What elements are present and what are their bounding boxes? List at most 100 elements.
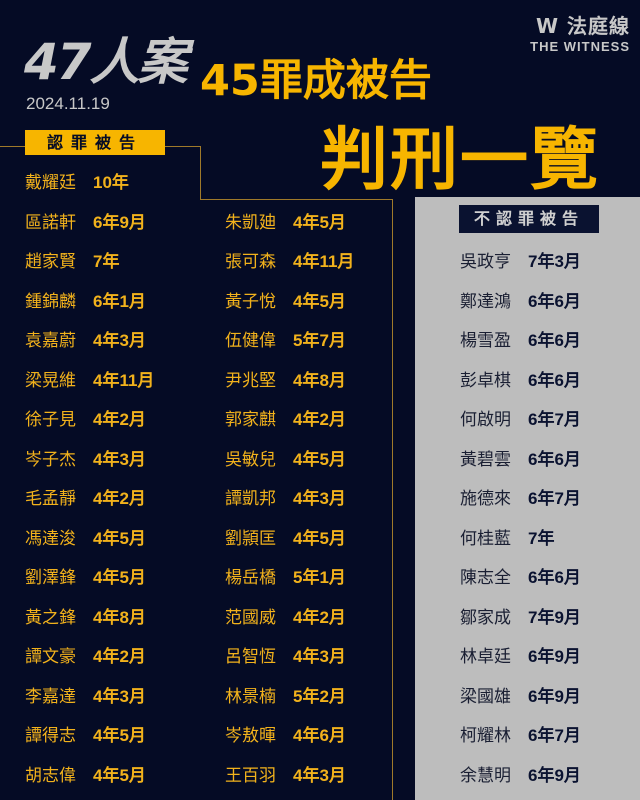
defendant-name: 王百羽 (225, 765, 276, 786)
sentence: 6年9月 (528, 765, 581, 785)
defendant-name: 譚文豪 (25, 647, 76, 667)
defendant-row: 梁國雄 6年9月 (460, 685, 581, 709)
sentence: 4年11月 (293, 252, 355, 271)
defendant-name: 彭卓棋 (460, 370, 511, 391)
sentence: 4年2月 (293, 410, 346, 429)
defendant-name: 黃碧雲 (460, 449, 511, 470)
defendant-name: 吳敏兒 (225, 449, 276, 470)
sentence: 4年11月 (93, 370, 155, 390)
defendant-name: 梁國雄 (460, 686, 511, 707)
defendant-name: 呂智恆 (225, 647, 276, 667)
defendant-name: 林卓廷 (460, 647, 511, 667)
defendant-row: 譚凱邦 4年3月 (225, 487, 346, 511)
defendant-name: 譚凱邦 (225, 489, 276, 509)
sentence: 6年6月 (528, 370, 581, 390)
defendant-row: 黃之鋒 4年8月 (25, 606, 146, 630)
defendant-row: 岑子杰 4年3月 (25, 448, 146, 472)
defendant-row: 余慧明 6年9月 (460, 764, 581, 788)
defendant-row: 徐子見 4年2月 (25, 408, 146, 432)
defendant-name: 朱凱廸 (225, 212, 276, 233)
defendant-row: 劉澤鋒 4年5月 (25, 566, 146, 590)
defendant-name: 柯耀林 (460, 726, 511, 746)
defendant-row: 譚文豪 4年2月 (25, 645, 146, 669)
defendant-name: 伍健偉 (225, 331, 276, 351)
sentence: 4年8月 (93, 607, 146, 627)
date: 2024.11.19 (26, 94, 110, 113)
defendant-row: 李嘉達 4年3月 (25, 685, 146, 709)
defendant-name: 尹兆堅 (225, 370, 276, 391)
logo-cn: W 法庭線 (535, 14, 630, 38)
defendant-name: 劉澤鋒 (25, 568, 76, 588)
defendant-row: 鍾錦麟 6年1月 (25, 290, 146, 314)
defendant-row: 馮達浚 4年5月 (25, 527, 146, 551)
defendant-name: 李嘉達 (25, 686, 76, 707)
defendant-row: 何桂藍 7年 (460, 527, 554, 551)
defendant-name: 郭家麒 (225, 410, 276, 430)
defendant-name: 徐子見 (25, 410, 76, 430)
sentence: 7年 (93, 252, 120, 271)
defendant-row: 尹兆堅 4年8月 (225, 369, 346, 393)
defendant-row: 王百羽 4年3月 (225, 764, 346, 788)
defendant-row: 柯耀林 6年7月 (460, 724, 581, 748)
sentence: 4年2月 (93, 647, 146, 666)
sentence: 4年3月 (93, 331, 146, 350)
defendant-name: 楊雪盈 (460, 331, 511, 351)
sentence: 4年5月 (93, 568, 146, 587)
defendant-name: 袁嘉蔚 (25, 331, 76, 351)
sentence: 4年5月 (293, 212, 346, 232)
defendant-name: 黃之鋒 (25, 607, 76, 628)
defendant-row: 鄒家成 7年9月 (460, 606, 581, 630)
logo: W 法庭線 THE WITNESS (530, 10, 630, 54)
defendant-name: 林景楠 (225, 686, 276, 707)
not-guilty-label: 不認罪被告 (459, 205, 599, 233)
case-title: 47人案 (24, 33, 188, 91)
defendant-row: 吳政亨 7年3月 (460, 250, 581, 274)
sentence: 4年5月 (293, 449, 346, 469)
defendant-name: 范國威 (225, 607, 276, 628)
not-guilty-panel (415, 197, 640, 800)
sentence: 4年5月 (293, 291, 346, 311)
sentence: 4年5月 (93, 765, 146, 785)
defendant-name: 劉頴匡 (225, 528, 276, 549)
defendant-row: 朱凱廸 4年5月 (225, 211, 346, 235)
defendant-row: 區諾軒 6年9月 (25, 211, 146, 235)
defendant-row: 胡志偉 4年5月 (25, 764, 146, 788)
sentence: 4年2月 (93, 410, 146, 429)
sentence: 6年6月 (528, 291, 581, 311)
sentence: 4年5月 (93, 528, 146, 548)
sentence: 4年2月 (93, 489, 146, 508)
defendant-row: 譚得志 4年5月 (25, 724, 146, 748)
sentence: 6年7月 (528, 410, 581, 429)
sentence: 6年9月 (528, 686, 581, 706)
defendant-row: 鄭達鴻 6年6月 (460, 290, 581, 314)
sentence: 6年6月 (528, 568, 581, 587)
defendant-row: 郭家麒 4年2月 (225, 408, 346, 432)
defendant-name: 鄒家成 (460, 607, 511, 628)
defendant-name: 毛孟靜 (25, 489, 76, 509)
defendant-name: 岑敖暉 (225, 726, 276, 746)
defendant-row: 伍健偉 5年7月 (225, 329, 346, 353)
sentence: 4年5月 (93, 726, 146, 745)
defendant-name: 何桂藍 (460, 528, 511, 549)
defendant-name: 余慧明 (460, 765, 511, 786)
sentence: 4年3月 (93, 449, 146, 469)
defendant-row: 林景楠 5年2月 (225, 685, 346, 709)
subtitle: 45罪成被告 (200, 56, 432, 106)
defendant-name: 張可森 (225, 252, 276, 272)
sentence: 4年5月 (293, 528, 346, 548)
defendant-name: 胡志偉 (25, 765, 76, 786)
sentence: 4年3月 (293, 647, 346, 666)
sentence: 4年3月 (293, 489, 346, 508)
sentence: 6年6月 (528, 449, 581, 469)
defendant-row: 施德來 6年7月 (460, 487, 581, 511)
sentence: 6年1月 (93, 291, 146, 311)
sentence: 5年2月 (293, 686, 346, 706)
defendant-name: 楊岳橋 (225, 568, 276, 588)
page-title: 判刑一覽 (320, 121, 601, 200)
sentence: 6年9月 (93, 212, 146, 232)
defendant-name: 岑子杰 (25, 449, 76, 470)
defendant-name: 陳志全 (460, 568, 511, 588)
defendant-name: 鍾錦麟 (25, 291, 76, 312)
sentence: 6年9月 (528, 647, 581, 666)
defendant-row: 黃碧雲 6年6月 (460, 448, 581, 472)
